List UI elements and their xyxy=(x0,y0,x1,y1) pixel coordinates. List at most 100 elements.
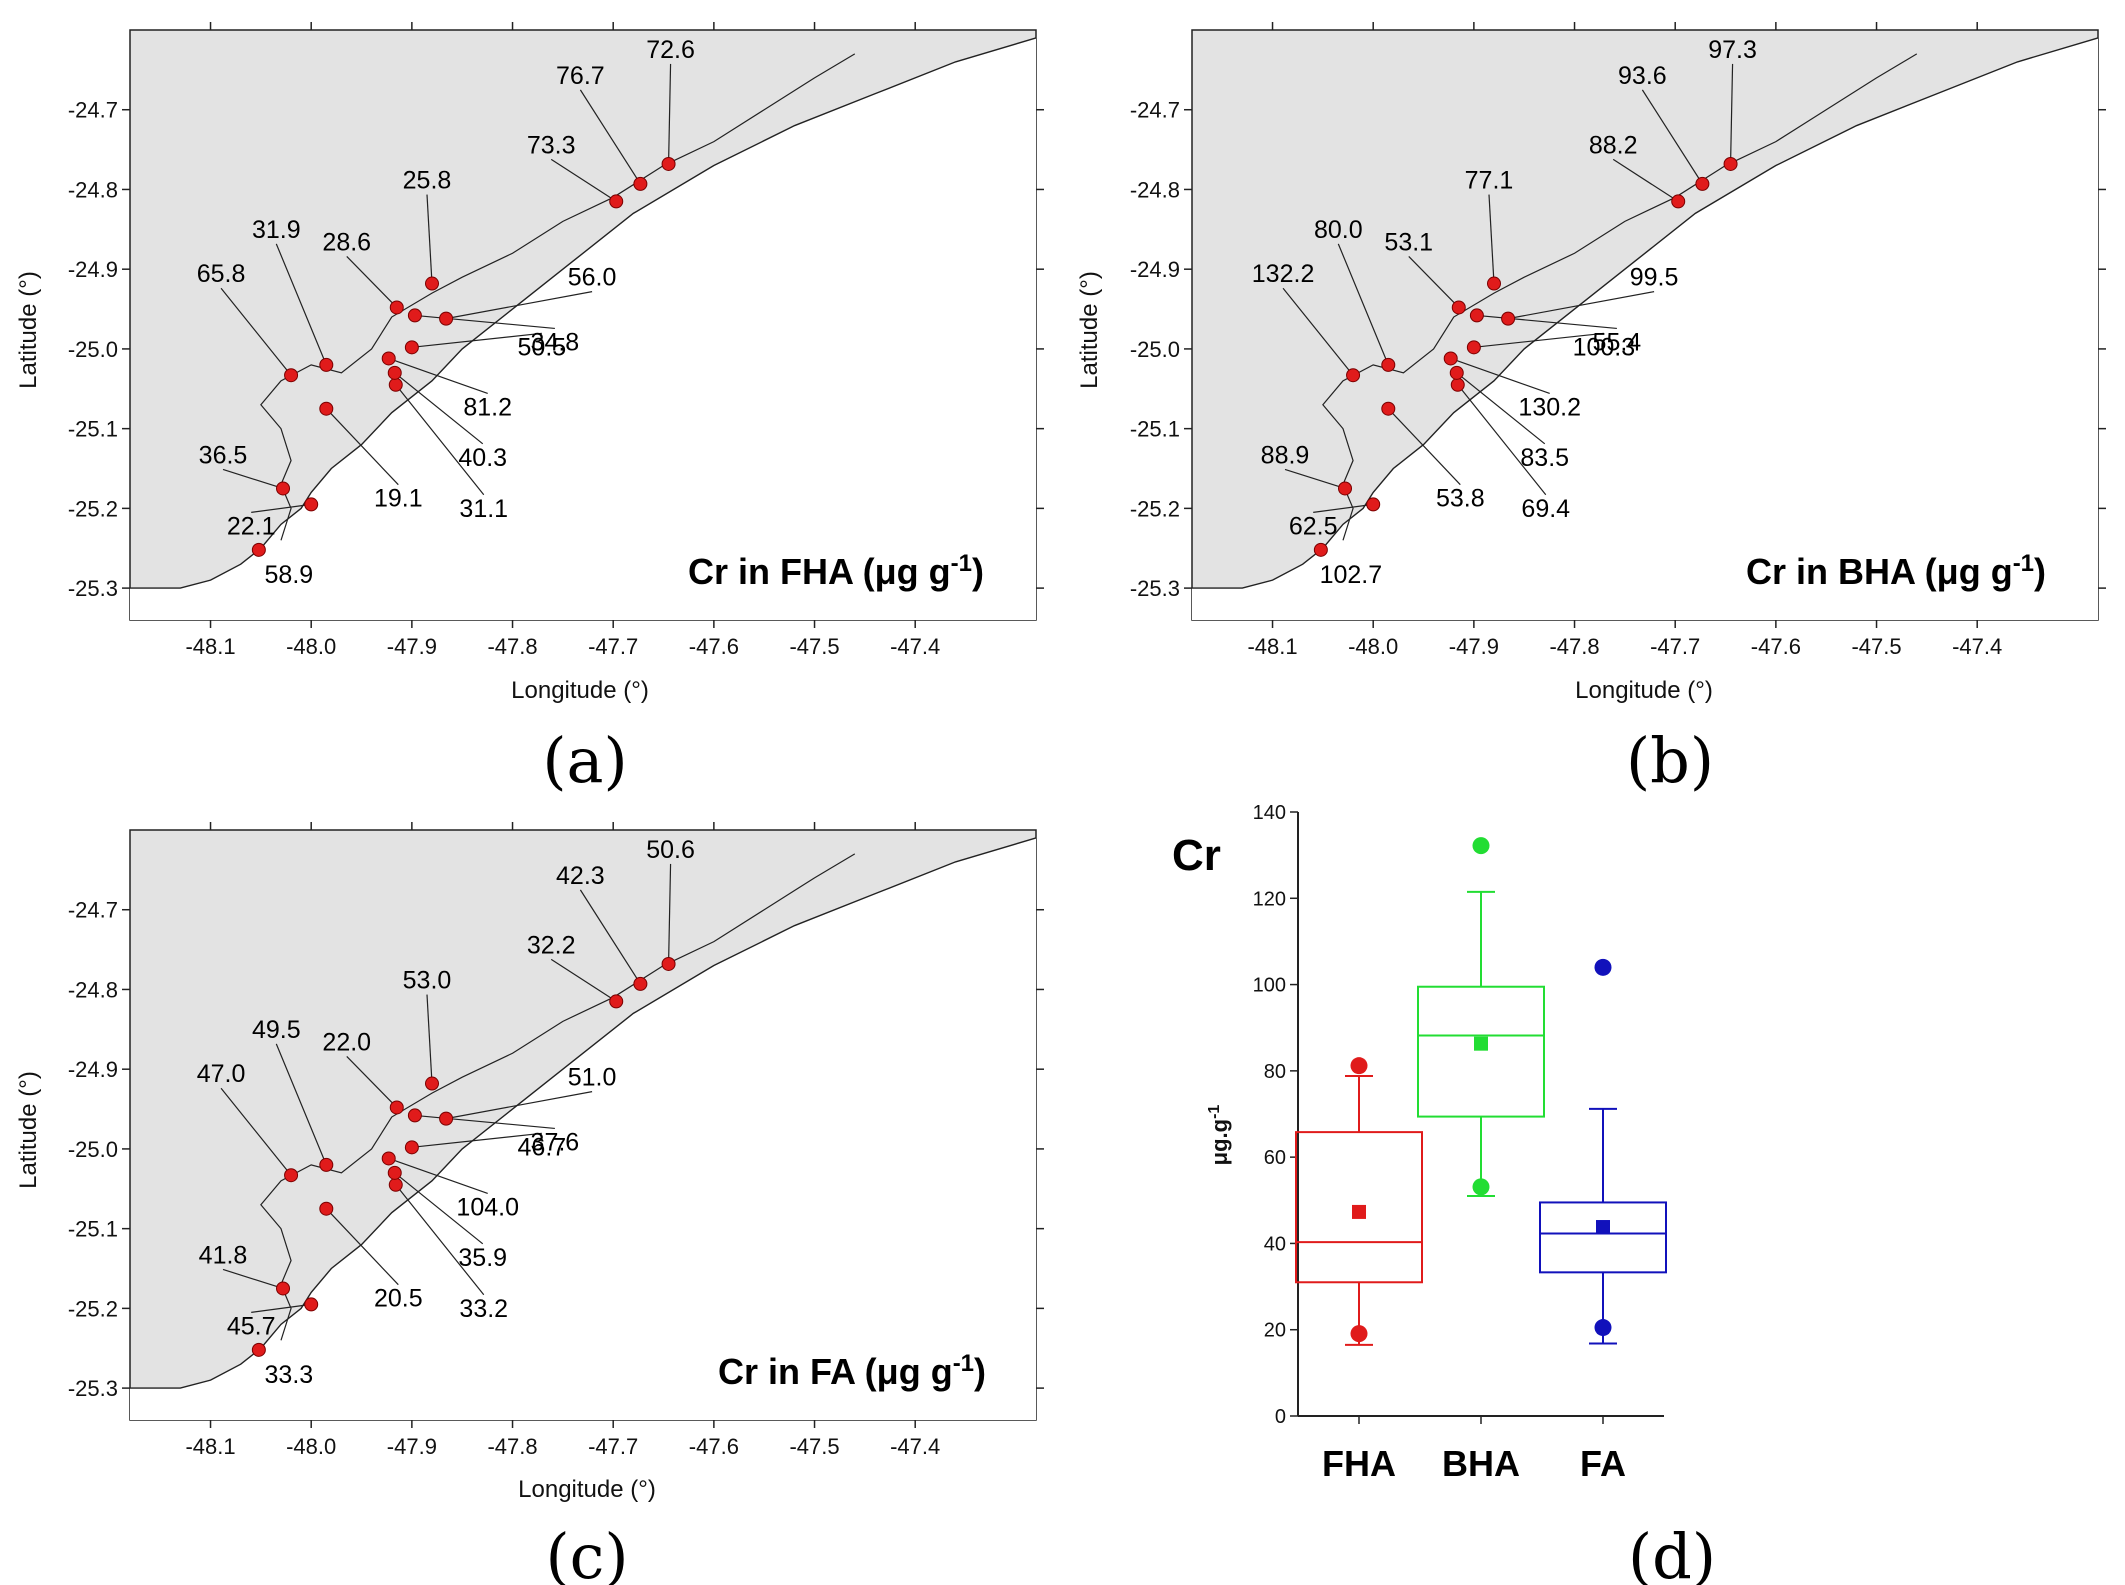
panel-c-ytick-label: -25.1 xyxy=(68,1217,118,1242)
panel-c-station-point xyxy=(404,1140,419,1155)
panel-b-station-leader xyxy=(1284,468,1346,490)
panel-a-station-point xyxy=(404,340,419,355)
panel-b-station-point xyxy=(1338,481,1353,496)
panel-a-station-leader xyxy=(220,287,292,376)
panel-a-station-leader xyxy=(445,291,593,320)
panel-a-station-value: 31.9 xyxy=(252,216,301,244)
panel-c-estuary-coastline xyxy=(260,853,856,1341)
panel-c-station-value: 33.2 xyxy=(459,1295,508,1323)
panel-a-ytick-label: -25.2 xyxy=(68,496,118,521)
panel-c-station-leader xyxy=(579,889,641,985)
panel-d-ytick-label: 120 xyxy=(1253,888,1286,910)
panel-a-station-value: 50.5 xyxy=(518,333,567,361)
panel-a-station-point xyxy=(388,377,403,392)
panel-c-xtick-label: -47.9 xyxy=(387,1434,437,1459)
panel-b-station-leader xyxy=(1457,384,1547,496)
panel-b-station-value: 102.7 xyxy=(1320,561,1383,589)
panel-c-station-point xyxy=(609,994,624,1009)
panel-c-station-leader xyxy=(388,1157,488,1195)
panel-c-station-point xyxy=(304,1297,319,1312)
panel-b-station-point xyxy=(1346,368,1361,383)
panel-a-outer-coastline xyxy=(130,37,1037,589)
panel-d-ytick-label: 60 xyxy=(1264,1147,1286,1169)
panel-c-station-value: 50.6 xyxy=(646,836,695,864)
panel-b-station-leader xyxy=(1488,194,1495,284)
panel-c-station-value: 49.5 xyxy=(252,1016,301,1044)
panel-b-letter: (b) xyxy=(1626,724,1714,797)
panel-b-xtick-label: -48.0 xyxy=(1348,634,1398,659)
panel-a-title: Cr in FHA (μg g-1) xyxy=(688,550,984,593)
panel-b-station-leader xyxy=(1641,89,1703,185)
panel-a-estuary-coastline xyxy=(260,53,856,541)
panel-b-station-value: 83.5 xyxy=(1520,444,1569,472)
panel-a-station-point xyxy=(319,357,334,372)
panel-d-bha-box xyxy=(1417,985,1545,1118)
panel-b-station-value: 132.2 xyxy=(1252,260,1315,288)
panel-c-xtick-label: -47.6 xyxy=(689,1434,739,1459)
panel-c-station-value: 35.9 xyxy=(458,1244,507,1272)
panel-b-xtick-label: -47.5 xyxy=(1851,634,1901,659)
panel-a-ocean xyxy=(130,30,1036,620)
panel-c-xtick-label: -48.1 xyxy=(185,1434,235,1459)
panel-c-xtick-label: -47.5 xyxy=(789,1434,839,1459)
panel-a-station-leader xyxy=(346,256,398,308)
panel-d-letter: (d) xyxy=(1628,1520,1716,1585)
panel-a-station-leader xyxy=(395,384,485,496)
panel-c-station-leader xyxy=(550,958,617,1002)
panel-c-station-leader xyxy=(394,1172,484,1245)
panel-c-station-leader xyxy=(251,1303,312,1313)
panel-d-fha-min-marker xyxy=(1350,1325,1368,1343)
panel-b-xtick-label: -47.6 xyxy=(1751,634,1801,659)
panel-d-fha-mean-marker xyxy=(1352,1204,1366,1219)
panel-a-station-value: 65.8 xyxy=(197,260,246,288)
panel-a-station-leader xyxy=(325,408,399,486)
panel-a-station-point xyxy=(633,176,648,191)
panel-c-xtick-label: -47.4 xyxy=(890,1434,940,1459)
panel-b-station-point xyxy=(1723,156,1738,171)
panel-b-station-value: 99.5 xyxy=(1630,264,1679,292)
panel-d-fa-max-marker xyxy=(1594,958,1612,976)
panel-b-station-leader xyxy=(1337,243,1389,366)
panel-a-ylabel: Latitude (°) xyxy=(15,271,42,389)
panel-b-xtick-label: -47.7 xyxy=(1650,634,1700,659)
panel-a-xtick-label: -47.6 xyxy=(689,634,739,659)
panel-c-station-value: 41.8 xyxy=(199,1241,248,1269)
panel-b-station-leader xyxy=(1282,287,1354,376)
panel-c-station-point xyxy=(633,976,648,991)
panel-c-ocean xyxy=(130,830,1036,1420)
panel-c-station-value: 46.7 xyxy=(518,1133,567,1161)
panel-b-ocean xyxy=(1192,30,2098,620)
panel-b-station-point xyxy=(1381,401,1396,416)
panel-c-title: Cr in FA (μg g-1) xyxy=(718,1350,986,1393)
panel-c-station-leader xyxy=(275,1043,327,1166)
panel-a-station-point xyxy=(381,351,396,366)
panel-a-letter: (a) xyxy=(542,724,627,797)
panel-d-bha-max-marker xyxy=(1472,837,1490,855)
panel-b-station-value: 130.2 xyxy=(1518,393,1581,421)
panel-b-station-value: 100.3 xyxy=(1573,333,1636,361)
panel-c-station-point xyxy=(425,1076,439,1091)
panel-c-station-leader xyxy=(222,1268,284,1290)
panel-c-station-leader xyxy=(411,1132,542,1148)
panel-c-station-leader xyxy=(220,1087,292,1176)
panel-c-station-point xyxy=(284,1168,299,1183)
panel-c-station-value: 47.0 xyxy=(197,1060,246,1088)
panel-c-station-point xyxy=(387,1165,402,1180)
panel-c-station-value: 53.0 xyxy=(403,967,452,995)
panel-c-station-point xyxy=(319,1201,334,1216)
panel-c-ytick-label: -25.0 xyxy=(68,1137,118,1162)
panel-a-station-point xyxy=(407,308,422,323)
panel-a-station-value: 19.1 xyxy=(374,485,423,513)
panel-c-letter: (c) xyxy=(545,1520,628,1585)
panel-b-title: Cr in BHA (μg g-1) xyxy=(1746,550,2046,593)
panel-d-fa-box xyxy=(1539,1201,1667,1274)
panel-a-station-leader xyxy=(411,332,542,348)
panel-b-station-point xyxy=(1469,308,1484,323)
panel-c-station-point xyxy=(439,1111,454,1126)
panel-a-xlabel: Longitude (°) xyxy=(511,677,649,704)
panel-c-xtick-label: -48.0 xyxy=(286,1434,336,1459)
panel-a-station-point xyxy=(661,156,676,171)
panel-c-station-leader xyxy=(395,1184,485,1296)
panel-a-station-value: 58.9 xyxy=(265,561,314,589)
panel-d-bha-category-label: BHA xyxy=(1442,1443,1520,1484)
